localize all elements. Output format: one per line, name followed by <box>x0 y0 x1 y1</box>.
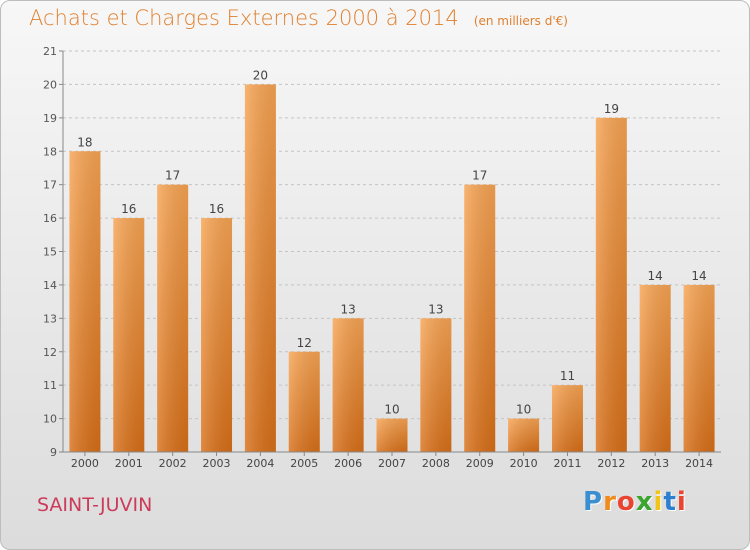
data-label-2007: 10 <box>384 403 399 417</box>
y-tick-label: 11 <box>43 379 57 392</box>
bar-shade-2014 <box>683 284 715 452</box>
x-tick-label-2013: 2013 <box>641 457 669 470</box>
x-tick-label-2003: 2003 <box>203 457 231 470</box>
x-tick-label-2005: 2005 <box>290 457 318 470</box>
bars: 18 16 17 16 20 12 13 10 13 17 10 11 19 14 14 <box>69 68 715 453</box>
bar-shade-2006 <box>332 318 364 452</box>
x-tick-label-2011: 2011 <box>553 457 581 470</box>
data-label-2010: 10 <box>516 403 531 417</box>
bar-shade-2003 <box>201 218 233 452</box>
x-tick-label-2004: 2004 <box>246 457 274 470</box>
bar-shade-2011 <box>551 385 583 452</box>
bar-shade-2007 <box>376 418 408 452</box>
chart-title: Achats et Charges Externes 2000 à 2014 (… <box>29 6 568 30</box>
x-tick-label-2002: 2002 <box>159 457 187 470</box>
data-label-2012: 19 <box>604 102 619 116</box>
data-label-2003: 16 <box>209 202 224 216</box>
bar-shade-2004 <box>244 84 276 453</box>
logo-letter: r <box>603 487 617 517</box>
x-tick-label-2009: 2009 <box>466 457 494 470</box>
x-tick-label-2012: 2012 <box>597 457 625 470</box>
data-label-2005: 12 <box>297 336 312 350</box>
data-label-2001: 16 <box>121 202 136 216</box>
data-label-2006: 13 <box>340 302 355 316</box>
axes: 9 10 11 12 13 14 15 16 17 18 19 20 21 2000 2001 2002 200… <box>43 45 721 470</box>
data-label-2011: 11 <box>560 369 575 383</box>
logo-letter: i <box>653 487 664 517</box>
chart-title-text: Achats et Charges Externes 2000 à 2014 <box>29 6 459 30</box>
bar-shade-2000 <box>69 151 101 452</box>
bar-shade-2009 <box>464 184 496 452</box>
y-tick-label: 19 <box>43 112 57 125</box>
x-tick-label-2008: 2008 <box>422 457 450 470</box>
bar-shade-2005 <box>288 351 320 452</box>
x-tick-label-2010: 2010 <box>510 457 538 470</box>
x-tick-label-2000: 2000 <box>71 457 99 470</box>
logo-letter: o <box>616 487 636 517</box>
bar-shade-2012 <box>595 117 627 452</box>
logo-letter: P <box>583 487 604 517</box>
logo-letter: i <box>676 487 687 517</box>
y-tick-label: 17 <box>43 179 57 192</box>
logo-letter: t <box>663 487 677 517</box>
bar-shade-2008 <box>420 318 452 452</box>
data-label-2013: 14 <box>648 269 663 283</box>
data-label-2009: 17 <box>472 169 487 183</box>
y-tick-label: 13 <box>43 312 57 325</box>
y-tick-label: 18 <box>43 145 57 158</box>
data-label-2008: 13 <box>428 302 443 316</box>
bar-shade-2002 <box>157 184 189 452</box>
y-tick-label: 12 <box>43 346 57 359</box>
y-tick-label: 21 <box>43 45 57 58</box>
commune-name: SAINT-JUVIN <box>37 494 153 516</box>
logo-letter: x <box>635 487 654 517</box>
bar-shade-2013 <box>639 284 671 452</box>
data-label-2004: 20 <box>253 68 268 82</box>
y-tick-label: 15 <box>43 246 57 259</box>
chart-unit-label: (en milliers d'€) <box>473 14 568 28</box>
data-label-2002: 17 <box>165 169 180 183</box>
x-tick-label-2001: 2001 <box>115 457 143 470</box>
y-tick-label: 14 <box>43 279 57 292</box>
y-tick-label: 9 <box>50 446 57 459</box>
proxiti-logo: Proxiti <box>583 487 687 517</box>
x-tick-label-2007: 2007 <box>378 457 406 470</box>
y-tick-label: 16 <box>43 212 57 225</box>
y-tick-label: 10 <box>43 413 57 426</box>
data-label-2014: 14 <box>691 269 706 283</box>
bar-shade-2010 <box>508 418 540 452</box>
x-tick-label-2006: 2006 <box>334 457 362 470</box>
bar-shade-2001 <box>113 218 145 452</box>
x-tick-label-2014: 2014 <box>685 457 713 470</box>
y-tick-label: 20 <box>43 78 57 91</box>
data-label-2000: 18 <box>77 135 92 149</box>
